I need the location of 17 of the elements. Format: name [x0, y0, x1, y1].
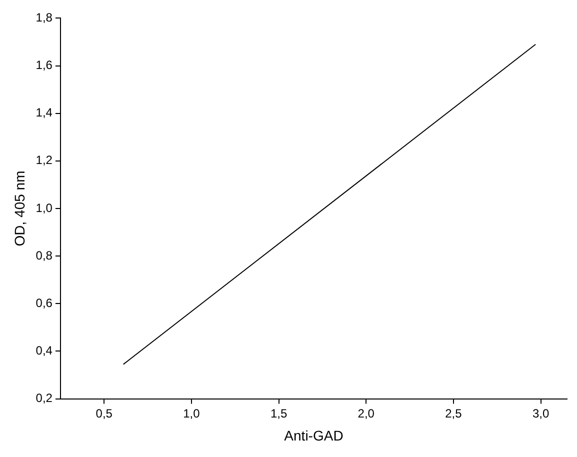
y-tick-label: 1,4	[36, 106, 53, 120]
x-tick-label: 2,5	[445, 406, 462, 420]
x-tick-label: 3,0	[532, 406, 550, 420]
y-tick-label: 1,2	[36, 153, 53, 168]
x-tick-label: 1,0	[183, 406, 200, 420]
y-axis-title: OD, 405 nm	[11, 170, 28, 246]
y-tick-label: 0,2	[36, 391, 53, 406]
y-tick-label: 0,4	[36, 344, 53, 358]
x-tick-label: 1,5	[270, 406, 288, 420]
y-tick-label: 0,8	[36, 248, 53, 262]
x-axis-title: Anti-GAD	[284, 427, 344, 444]
x-tick-label: 2,0	[358, 406, 375, 420]
x-tick-label: 0,5	[96, 406, 113, 420]
y-tick-label: 1,8	[36, 10, 53, 25]
y-tick-label: 1,0	[36, 200, 53, 215]
y-tick-label: 0,6	[36, 296, 53, 310]
y-tick-label: 1,6	[36, 58, 53, 72]
